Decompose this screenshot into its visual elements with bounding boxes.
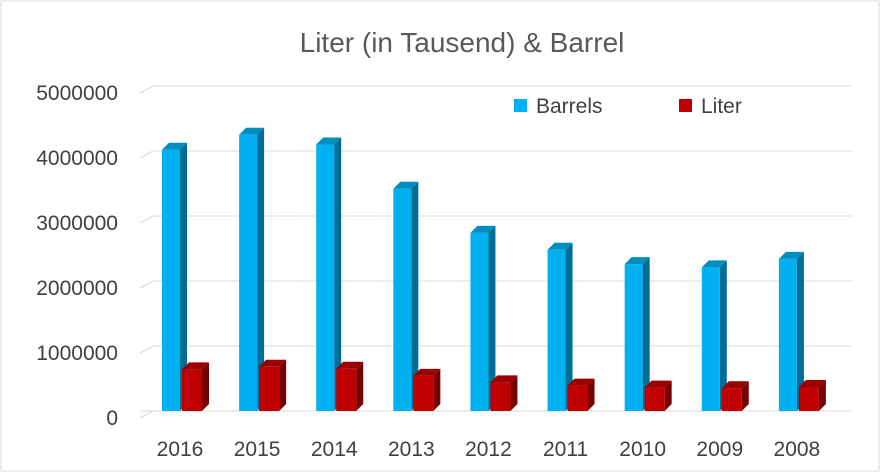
y-tick-label: 1000000 (36, 342, 118, 365)
y-axis-ticks: 0 1000000 2000000 3000000 4000000 5000000 (36, 82, 118, 430)
bar-liter-2013 (413, 368, 441, 411)
y-tick-label: 2000000 (36, 277, 118, 300)
x-tick-label: 2009 (696, 438, 743, 461)
x-tick-label: 2010 (619, 438, 666, 461)
chart-title: Liter (in Tausend) & Barrel (300, 27, 625, 58)
gridline-2 (139, 280, 154, 289)
legend-swatch-barrels (514, 99, 527, 112)
bar-barrels-2009 (701, 260, 727, 411)
legend-swatch-liter (679, 99, 692, 112)
bar-liter-2012 (490, 375, 518, 411)
x-tick-label: 2011 (543, 438, 588, 461)
gridline-3 (139, 215, 154, 224)
y-tick-label: 4000000 (36, 147, 118, 170)
x-tick-label: 2008 (774, 438, 821, 461)
bar-liter-2015 (259, 359, 287, 411)
bar-barrels-2016 (162, 142, 187, 411)
x-tick-label: 2016 (157, 438, 204, 461)
bars (162, 127, 826, 411)
bar-liter-2009 (721, 381, 749, 411)
gridline-4 (139, 150, 154, 159)
bar-liter-2014 (336, 361, 364, 411)
bar-liter-2011 (567, 378, 595, 411)
x-tick-label: 2012 (465, 438, 512, 461)
bar-barrels-2012 (470, 225, 496, 411)
y-tick-label: 3000000 (36, 212, 118, 235)
legend-label-liter: Liter (701, 95, 742, 118)
gridline-1 (139, 345, 154, 354)
bar-barrels-2008 (778, 251, 804, 411)
x-tick-label: 2015 (234, 438, 281, 461)
x-tick-label: 2014 (311, 438, 358, 461)
legend: Barrels Liter (514, 95, 742, 118)
bar-barrels-2015 (239, 127, 265, 411)
bar-barrels-2010 (624, 257, 650, 411)
x-axis-ticks: 2016 2015 2014 2013 2012 2011 2010 2009 2008 (157, 438, 821, 461)
bar-barrels-2014 (316, 137, 342, 411)
gridline-0 (139, 410, 154, 419)
bar-barrels-2013 (393, 181, 419, 411)
bar-liter-2008 (798, 379, 826, 411)
bar-barrels-2011 (547, 242, 573, 411)
y-tick-label: 5000000 (36, 82, 118, 105)
x-tick-label: 2013 (388, 438, 435, 461)
legend-label-barrels: Barrels (536, 95, 603, 118)
bar-liter-2016 (182, 362, 209, 411)
gridline-5 (139, 85, 154, 94)
y-tick-label: 0 (106, 407, 118, 430)
bar-liter-2010 (644, 380, 672, 411)
